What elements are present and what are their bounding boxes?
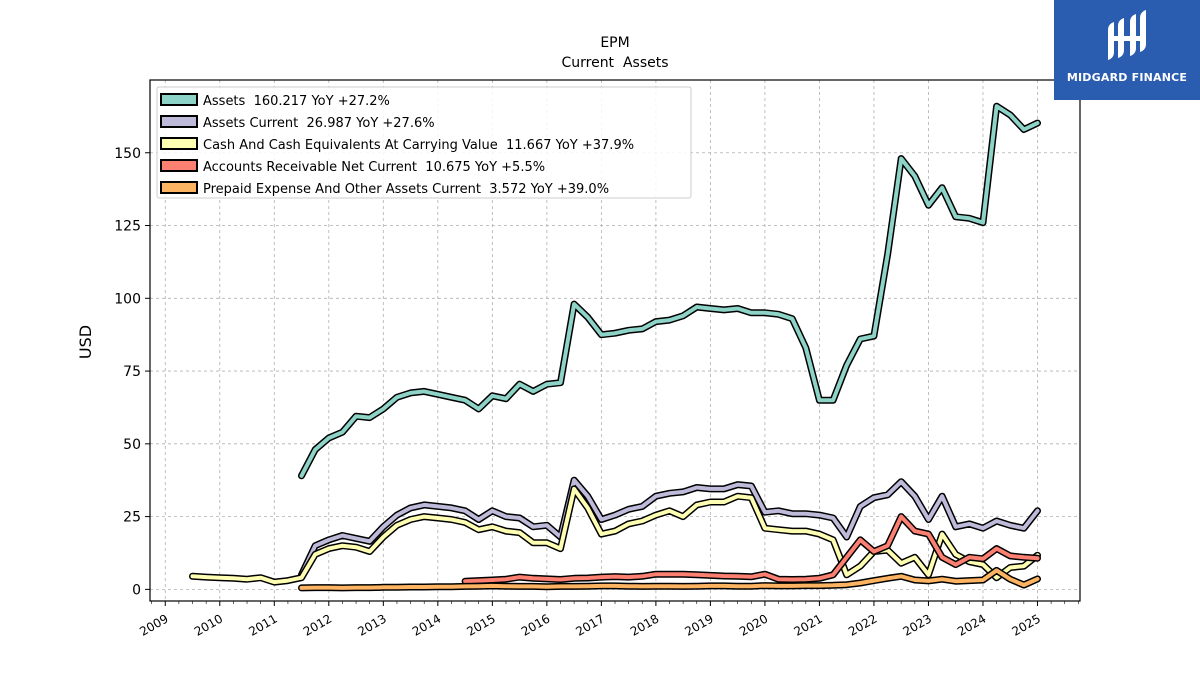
y-tick-label: 100 — [114, 291, 141, 307]
series-4 — [298, 566, 1041, 592]
x-tick-label: 2022 — [846, 611, 879, 638]
legend-label: Assets 160.217 YoY +27.2% — [203, 94, 390, 109]
legend-swatch — [160, 159, 198, 172]
x-tick-label: 2023 — [900, 611, 933, 638]
midgard-logo-icon — [1108, 10, 1146, 60]
x-tick-label: 2018 — [628, 611, 661, 638]
x-tick-label: 2019 — [682, 611, 715, 638]
legend-label: Cash And Cash Equivalents At Carrying Va… — [203, 138, 634, 153]
x-tick-label: 2025 — [1010, 611, 1043, 638]
legend-swatch — [160, 93, 198, 106]
series-0 — [298, 102, 1041, 480]
brand-badge: MIDGARD FINANCE — [1054, 0, 1200, 100]
legend-swatch — [160, 115, 198, 128]
y-tick-label: 50 — [123, 437, 141, 453]
x-tick-label: 2011 — [246, 611, 279, 638]
series-line — [299, 568, 1040, 590]
x-tick-label: 2014 — [410, 611, 443, 638]
y-axis-label: USD — [76, 325, 95, 359]
legend-label: Assets Current 26.987 YoY +27.6% — [203, 116, 435, 131]
y-tick-label: 75 — [123, 364, 141, 380]
series-lines — [189, 102, 1041, 592]
y-tick-label: 0 — [132, 582, 141, 598]
x-tick-label: 2012 — [301, 611, 334, 638]
series-line — [299, 478, 1040, 577]
x-tick-label: 2013 — [355, 611, 388, 638]
y-tick-label: 150 — [114, 146, 141, 162]
legend-swatch — [160, 137, 198, 150]
legend-box — [156, 86, 692, 199]
series-line — [299, 104, 1040, 478]
x-tick-label: 2010 — [192, 611, 225, 638]
legend-label: Accounts Receivable Net Current 10.675 Y… — [203, 160, 545, 175]
series-line — [463, 514, 1040, 584]
series-2 — [189, 485, 1041, 586]
chart-title: EPM — [600, 35, 629, 51]
series-1 — [298, 476, 1041, 579]
x-tick-label: 2021 — [791, 611, 824, 638]
x-tick-label: 2016 — [519, 611, 552, 638]
series-outline — [189, 485, 1041, 586]
x-tick-label: 2020 — [737, 611, 770, 638]
legend-label: Prepaid Expense And Other Assets Current… — [203, 182, 609, 197]
chart-subtitle: Current Assets — [561, 55, 668, 71]
y-tick-label: 25 — [123, 510, 141, 526]
legend: Assets 160.217 YoY +27.2% Assets Current … — [156, 86, 692, 199]
series-line — [190, 486, 1040, 585]
x-tick-label: 2015 — [464, 611, 497, 638]
brand-name: MIDGARD FINANCE — [1066, 71, 1188, 84]
legend-swatch — [160, 181, 198, 194]
x-tick-label: 2009 — [137, 611, 170, 638]
x-tick-label: 2017 — [573, 611, 606, 638]
y-tick-label: 125 — [114, 219, 141, 235]
series-3 — [461, 513, 1041, 585]
x-tick-label: 2024 — [955, 611, 988, 638]
